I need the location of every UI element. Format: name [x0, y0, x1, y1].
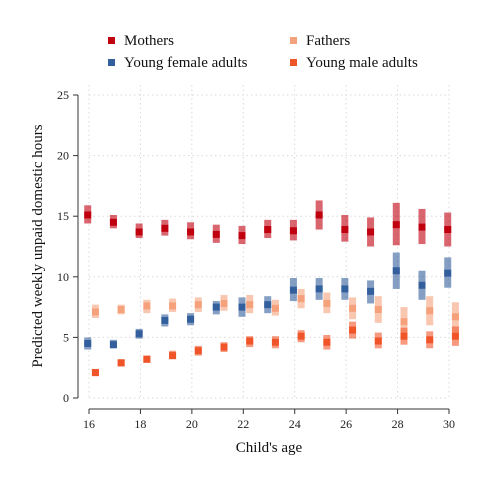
point-young-female-adults-24	[289, 286, 297, 294]
point-young-male-adults-28	[400, 332, 408, 340]
point-young-female-adults-19	[161, 316, 169, 324]
legend-label-mothers: Mothers	[124, 33, 174, 49]
legend-swatch-mothers	[108, 37, 115, 44]
point-young-male-adults-19	[169, 352, 177, 360]
point-fathers-18	[143, 302, 151, 310]
point-mothers-16	[84, 211, 92, 219]
y-tick-label-25: 25	[57, 88, 69, 102]
series-young-male-adults	[91, 321, 459, 377]
x-tick-label-28: 28	[392, 417, 404, 431]
point-young-male-adults-26	[349, 326, 357, 334]
point-young-male-adults-24	[297, 332, 305, 340]
point-mothers-28	[392, 221, 400, 229]
legend-swatch-young-female-adults	[108, 59, 115, 66]
legend-label-young-male-adults: Young male adults	[306, 55, 418, 71]
point-fathers-23	[271, 304, 279, 312]
point-young-female-adults-25	[315, 285, 323, 293]
point-fathers-19	[169, 302, 177, 310]
point-fathers-22	[246, 301, 254, 309]
x-tick-label-22: 22	[237, 417, 249, 431]
point-mothers-29	[418, 223, 426, 231]
point-young-female-adults-16	[84, 339, 92, 347]
data-marks	[84, 200, 459, 377]
point-young-male-adults-25	[323, 338, 331, 346]
point-fathers-17	[117, 306, 125, 314]
point-young-male-adults-16	[91, 369, 99, 377]
point-young-female-adults-30	[444, 269, 452, 277]
point-fathers-29	[426, 307, 434, 315]
point-fathers-16	[91, 308, 99, 316]
point-mothers-23	[264, 226, 272, 234]
point-young-female-adults-20	[187, 315, 195, 323]
point-mothers-18	[135, 228, 143, 236]
x-axis-title: Child's age	[236, 440, 303, 456]
point-mothers-26	[341, 226, 349, 234]
legend: Mothers Fathers Young female adults Young m…	[108, 33, 418, 71]
point-mothers-25	[315, 211, 323, 219]
point-fathers-27	[374, 306, 382, 314]
point-young-female-adults-17	[109, 341, 117, 349]
point-fathers-28	[400, 318, 408, 326]
point-young-female-adults-28	[392, 267, 400, 275]
point-young-female-adults-18	[135, 330, 143, 338]
legend-label-fathers: Fathers	[306, 33, 350, 49]
point-young-male-adults-17	[117, 359, 125, 367]
point-mothers-17	[109, 218, 117, 226]
x-tick-label-26: 26	[340, 417, 352, 431]
point-young-female-adults-21	[212, 303, 220, 311]
point-young-female-adults-26	[341, 285, 349, 293]
x-tick-label-16: 16	[83, 417, 95, 431]
point-young-male-adults-20	[194, 347, 202, 355]
point-mothers-24	[289, 227, 297, 235]
point-fathers-24	[297, 295, 305, 303]
point-mothers-27	[367, 228, 375, 236]
legend-swatch-young-male-adults	[290, 59, 297, 66]
point-mothers-21	[212, 230, 220, 238]
point-young-female-adults-29	[418, 281, 426, 289]
point-young-male-adults-30	[451, 332, 459, 340]
point-fathers-21	[220, 299, 228, 307]
point-young-female-adults-27	[367, 287, 375, 295]
axes: 0 5 10 15 20 25 16 18 20 22 24 26 28 30	[57, 88, 455, 431]
point-fathers-30	[451, 313, 459, 321]
y-tick-label-10: 10	[57, 270, 69, 284]
y-tick-label-5: 5	[63, 330, 69, 344]
x-tick-label-20: 20	[186, 417, 198, 431]
point-young-male-adults-21	[220, 343, 228, 351]
series-fathers	[91, 288, 459, 335]
point-mothers-19	[161, 224, 169, 232]
point-fathers-26	[349, 304, 357, 312]
y-tick-label-0: 0	[63, 391, 69, 405]
point-young-male-adults-29	[426, 336, 434, 344]
x-tick-label-18: 18	[134, 417, 146, 431]
point-young-female-adults-23	[264, 301, 272, 309]
point-mothers-30	[444, 226, 452, 234]
point-young-male-adults-22	[246, 337, 254, 345]
point-young-male-adults-18	[143, 355, 151, 363]
point-fathers-20	[194, 301, 202, 309]
x-tick-label-30: 30	[443, 417, 455, 431]
point-young-female-adults-22	[238, 303, 246, 311]
legend-swatch-fathers	[290, 37, 297, 44]
point-mothers-22	[238, 232, 246, 240]
y-axis-title: Predicted weekly unpaid domestic hours	[30, 124, 46, 367]
point-mothers-20	[187, 228, 195, 236]
y-tick-label-20: 20	[57, 149, 69, 163]
legend-label-young-female-adults: Young female adults	[124, 55, 248, 71]
y-tick-label-15: 15	[57, 209, 69, 223]
grid	[88, 85, 450, 399]
series-young-female-adults	[84, 252, 452, 350]
x-tick-label-24: 24	[289, 417, 301, 431]
point-young-male-adults-23	[271, 338, 279, 346]
series-mothers	[84, 200, 452, 247]
point-fathers-25	[323, 299, 331, 307]
point-young-male-adults-27	[374, 337, 382, 345]
